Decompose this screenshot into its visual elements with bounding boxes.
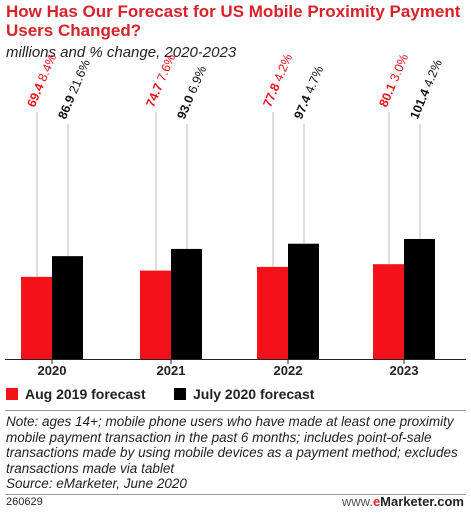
emarketer-logo: www.eMarketer.com (342, 494, 464, 509)
legend-item-aug-2019: Aug 2019 forecast (6, 386, 146, 402)
bar-aug-2019 (140, 270, 171, 359)
x-tick-label: 2022 (274, 363, 303, 378)
data-label: 69.4 8.4% (24, 52, 59, 109)
data-label: 74.7 7.6% (143, 52, 178, 109)
data-pct-change: 4.2% (270, 52, 295, 87)
data-pct-change: 21.6% (65, 57, 93, 98)
footnote: Note: ages 14+; mobile phone users who h… (6, 414, 458, 476)
divider (5, 494, 466, 495)
logo-rest: Marketer.com (380, 494, 464, 509)
legend-swatch-jul-2020 (174, 388, 186, 400)
x-tick-label: 2021 (157, 363, 186, 378)
bar-jul-2020 (171, 248, 202, 359)
legend-label-aug-2019: Aug 2019 forecast (25, 386, 146, 402)
bar-aug-2019 (21, 276, 52, 359)
data-label: 77.8 4.2% (260, 52, 295, 109)
logo-www: www. (341, 494, 373, 509)
data-pct-change: 6.9% (184, 64, 209, 99)
source-text: Source: eMarketer, June 2020 (6, 476, 187, 491)
data-label: 80.1 3.0% (376, 52, 411, 109)
data-pct-change: 3.0% (386, 52, 411, 87)
bar-aug-2019 (373, 264, 404, 359)
data-pct-change: 4.7% (301, 64, 326, 99)
data-pct-change: 4.2% (420, 57, 445, 92)
data-label: 86.9 21.6% (55, 57, 93, 121)
bar-aug-2019 (257, 266, 288, 359)
x-tick-label: 2023 (390, 363, 419, 378)
data-label: 101.4 4.2% (407, 57, 445, 121)
data-pct-change: 8.4% (34, 52, 59, 87)
legend-swatch-aug-2019 (6, 388, 18, 400)
data-label: 93.0 6.9% (174, 64, 209, 121)
bar-jul-2020 (52, 256, 83, 359)
legend: Aug 2019 forecast July 2020 forecast (6, 386, 466, 404)
divider (5, 410, 466, 411)
bar-jul-2020 (288, 243, 319, 359)
bar-jul-2020 (404, 238, 435, 359)
chart-title: How Has Our Forecast for US Mobile Proxi… (6, 2, 461, 40)
legend-label-jul-2020: July 2020 forecast (193, 386, 315, 402)
data-pct-change: 7.6% (153, 52, 178, 87)
data-value: 101.4 (407, 87, 432, 121)
data-label: 97.4 4.7% (291, 64, 326, 121)
x-tick-label: 2020 (38, 363, 67, 378)
legend-item-jul-2020: July 2020 forecast (174, 386, 314, 402)
logo-e: e (372, 494, 381, 509)
chart-id: 260629 (6, 496, 43, 508)
chart-subtitle: millions and % change, 2020-2023 (6, 44, 237, 61)
